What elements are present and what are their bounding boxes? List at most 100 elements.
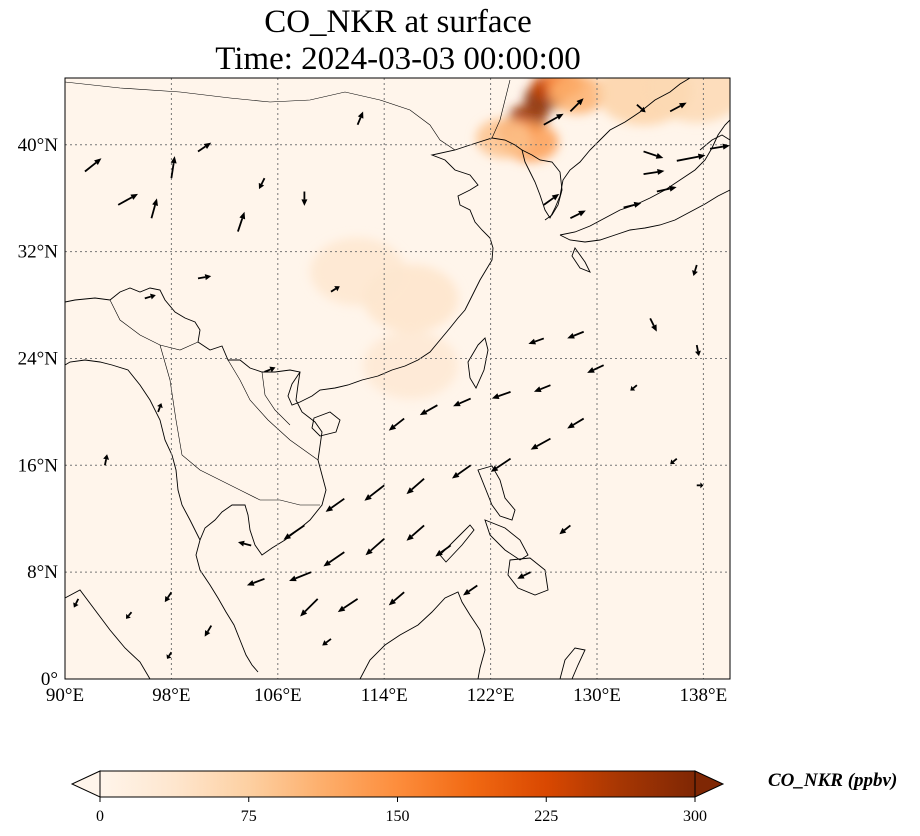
wind-arrow [692, 264, 698, 276]
wind-arrow-head [587, 367, 595, 373]
wind-arrow-head [388, 598, 397, 606]
wind-arrow [126, 611, 133, 619]
wind-arrow [643, 168, 665, 176]
wind-arrow-shaft [237, 218, 244, 232]
wind-arrow [567, 417, 585, 429]
wind-arrow-head [657, 168, 665, 175]
wind-arrow-shaft [295, 571, 312, 580]
wind-arrow-shaft [522, 571, 531, 577]
wind-vectors [73, 98, 730, 659]
wind-arrow [337, 598, 359, 613]
wind-arrow [103, 454, 110, 466]
taiwan-coastline [467, 337, 489, 389]
wind-arrow [406, 477, 425, 495]
wind-arrow-head [435, 549, 443, 557]
wind-arrow-shaft [468, 584, 478, 593]
wind-arrow-head [419, 409, 428, 416]
wind-arrow-head [238, 540, 245, 547]
hainan-coastline [311, 411, 341, 437]
wind-arrow-shaft [440, 544, 452, 554]
wind-arrow [623, 201, 642, 209]
wind-arrow [73, 598, 80, 608]
wind-arrow-head [246, 580, 255, 586]
latitude-tick-label: 32°N [18, 242, 59, 263]
wind-arrow-head [453, 400, 461, 407]
wind-arrow-head [651, 324, 657, 332]
mindanao-coastline [507, 557, 549, 596]
wind-arrow [490, 457, 512, 472]
wind-arrow [559, 524, 571, 535]
wind-arrow-head [490, 465, 499, 472]
wind-arrow-shaft [540, 384, 551, 391]
wind-arrow-shaft [260, 177, 266, 185]
wind-arrow-head [325, 505, 334, 512]
co-hotspot [310, 237, 406, 306]
latitude-tick-label: 16°N [18, 455, 59, 476]
wind-arrow-shaft [534, 337, 545, 343]
wind-arrow [419, 404, 438, 416]
wind-arrow-shaft [330, 287, 337, 293]
wind-arrow [365, 538, 385, 556]
wind-arrow-shaft [330, 497, 345, 509]
wind-arrow [630, 384, 638, 391]
wind-arrow-shaft [563, 524, 571, 531]
wind-arrow-head [463, 588, 471, 596]
wind-arrow [170, 156, 177, 179]
country-border [491, 79, 511, 139]
wind-arrow-head [170, 156, 177, 164]
wind-arrow-head [517, 573, 525, 579]
wind-arrow-head [166, 654, 172, 659]
wind-arrow-head [364, 494, 372, 501]
chart-subtitle: Time: 2024-03-03 00:00:00 [215, 41, 581, 77]
wind-arrow-shaft [243, 542, 252, 547]
wind-arrow [530, 437, 551, 450]
wind-arrow-head [697, 153, 706, 160]
map-frame [64, 77, 731, 680]
sulawesi-coastline [559, 647, 586, 679]
longitude-tick-label: 130°E [573, 685, 621, 706]
colorbar-gradient [100, 771, 695, 797]
wind-arrow [569, 210, 586, 220]
colorbar-tick-label: 225 [534, 808, 558, 825]
wind-arrow [166, 651, 173, 659]
wind-arrow [264, 366, 276, 373]
wind-arrow-shaft [150, 204, 156, 219]
longitude-tick-label: 122°E [467, 685, 515, 706]
wind-arrow-head [269, 366, 276, 373]
wind-arrow [246, 577, 265, 586]
country-border [159, 344, 320, 506]
wind-arrow-shaft [325, 638, 332, 644]
wind-arrow-shaft [370, 538, 385, 552]
andaman-coastline [65, 359, 201, 541]
latitude-tick-label: 24°N [18, 348, 59, 369]
wind-arrow-shaft [498, 391, 511, 397]
co-hotspot [363, 331, 459, 400]
wind-arrow-shaft [643, 171, 658, 176]
wind-arrow [643, 150, 664, 159]
colorbar-ticks: 0 75 150 225 300 [96, 797, 707, 825]
wind-arrow-shaft [157, 406, 161, 413]
wind-arrow [567, 330, 585, 339]
wind-arrow [670, 457, 678, 465]
wind-arrow-shaft [411, 477, 425, 491]
visayas-coastline [484, 519, 529, 561]
sumatra-coastline [65, 589, 151, 679]
wind-arrow [300, 598, 319, 617]
colorbar-label: CO_NKR (ppbv) [768, 770, 898, 791]
longitude-tick-label: 138°E [680, 685, 728, 706]
wind-arrow-shaft [104, 459, 107, 466]
wind-arrow [695, 344, 701, 357]
wind-arrow [435, 544, 452, 557]
wind-arrow-shaft [328, 551, 345, 564]
country-border [227, 359, 319, 461]
wind-arrow-shaft [170, 162, 175, 179]
wind-arrow-shaft [343, 598, 359, 609]
wind-arrow [364, 484, 385, 501]
wind-arrow-shaft [649, 317, 655, 327]
wind-arrow-head [149, 293, 156, 300]
wind-arrow-head [551, 193, 560, 201]
wind-arrow-head [533, 386, 542, 392]
wind-arrow [301, 191, 308, 206]
wind-arrow-head [388, 423, 397, 431]
